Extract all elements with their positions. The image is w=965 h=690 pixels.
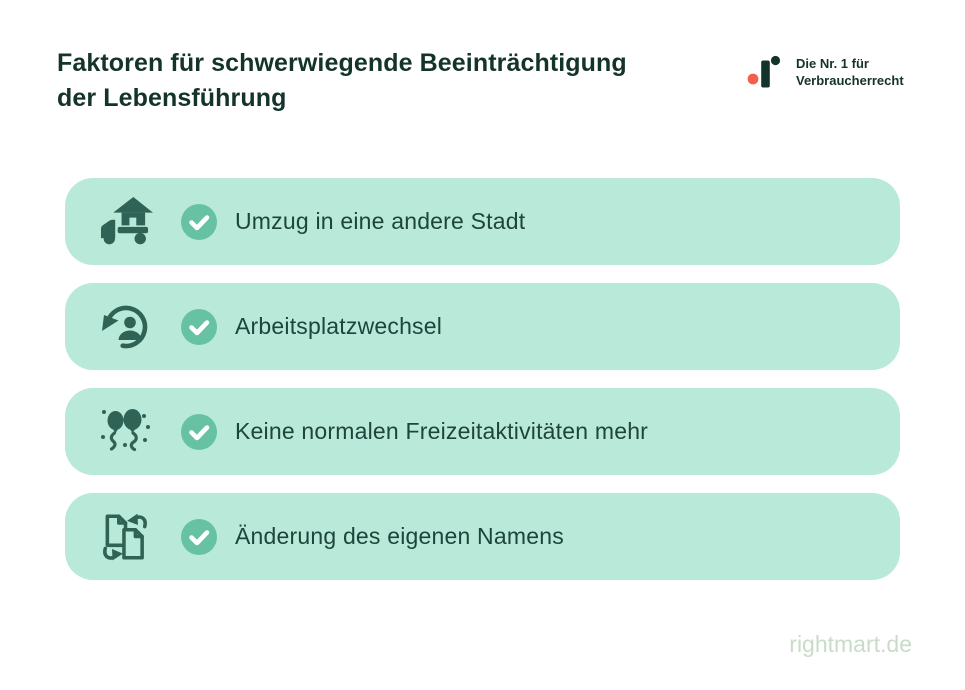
check-icon xyxy=(181,518,217,555)
moving-truck-icon xyxy=(95,194,155,250)
logo-tagline-line-2: Verbraucherrecht xyxy=(796,73,904,88)
list-item-label: Umzug in eine andere Stadt xyxy=(235,208,526,234)
list-item-arbeitsplatzwechsel: Arbeitsplatzwechsel xyxy=(65,283,900,370)
list-item-label: Arbeitsplatzwechsel xyxy=(235,313,443,339)
logo-tagline-line-1: Die Nr. 1 für xyxy=(796,56,869,71)
check-icon xyxy=(181,203,217,240)
balloons-icon xyxy=(95,404,155,460)
page-title: Faktoren für schwerwiegende Beeinträchti… xyxy=(57,46,627,116)
list-item-label: Keine normalen Freizeitaktivitäten mehr xyxy=(235,418,649,444)
logo-tagline: Die Nr. 1 für Verbraucherrecht xyxy=(796,52,904,89)
website-url: rightmart.de xyxy=(789,631,912,657)
list-item-label: Änderung des eigenen Namens xyxy=(235,523,564,549)
factor-list: Umzug in eine andere Stadt Arbeitsplatzw… xyxy=(65,178,900,598)
page-title-line-2: der Lebensführung xyxy=(57,84,287,112)
check-icon xyxy=(181,413,217,450)
person-change-icon xyxy=(95,299,155,355)
document-swap-icon xyxy=(95,509,155,565)
brand-logo: Die Nr. 1 für Verbraucherrecht xyxy=(743,52,904,97)
list-item-freizeit: Keine normalen Freizeitaktivitäten mehr xyxy=(65,388,900,475)
page-title-line-1: Faktoren für schwerwiegende Beeinträchti… xyxy=(57,49,627,77)
list-item-umzug: Umzug in eine andere Stadt xyxy=(65,178,900,265)
rightmart-logo-icon xyxy=(747,55,781,88)
list-item-namensaenderung: Änderung des eigenen Namens xyxy=(65,493,900,580)
check-icon xyxy=(181,308,217,345)
